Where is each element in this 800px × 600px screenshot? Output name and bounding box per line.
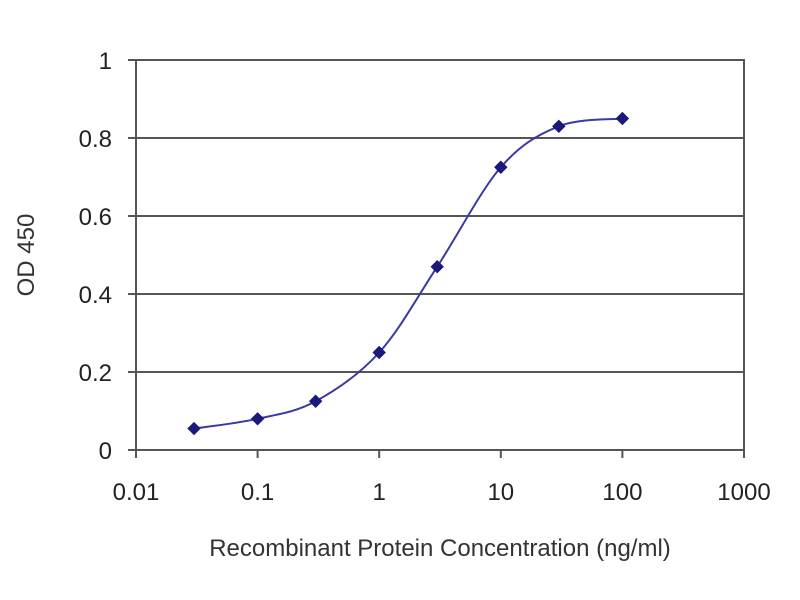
y-tick-label: 1 — [99, 48, 112, 75]
y-tick-label: 0.2 — [79, 360, 112, 387]
y-tick-label: 0 — [99, 438, 112, 465]
data-point — [552, 119, 566, 134]
fit-curve — [193, 117, 623, 430]
y-tick-label: 0.6 — [79, 204, 112, 231]
x-tick-label: 0.01 — [113, 479, 160, 506]
x-axis-tick-labels: 0.01 0.1 1 10 100 1000 — [113, 450, 771, 506]
x-tick-label: 0.1 — [241, 479, 274, 506]
x-tick-label: 10 — [487, 479, 514, 506]
x-tick-label: 1000 — [717, 479, 770, 506]
data-point — [187, 421, 201, 436]
data-point — [430, 259, 444, 274]
x-axis-title: Recombinant Protein Concentration (ng/ml… — [209, 535, 671, 562]
data-point — [372, 345, 386, 360]
data-point — [250, 412, 265, 426]
data-points — [187, 111, 630, 436]
y-tick-label: 0.4 — [79, 282, 112, 309]
data-point — [308, 394, 323, 408]
plot-frame — [135, 59, 745, 451]
data-point — [494, 160, 508, 174]
data-point — [615, 111, 630, 126]
x-tick-label: 100 — [602, 479, 642, 506]
y-axis-title: OD 450 — [13, 214, 40, 297]
y-tick-label: 0.8 — [79, 126, 112, 153]
y-axis-tick-labels: 0 0.2 0.4 0.6 0.8 1 — [79, 48, 136, 465]
grid-lines — [136, 137, 744, 373]
x-tick-label: 1 — [373, 479, 386, 506]
